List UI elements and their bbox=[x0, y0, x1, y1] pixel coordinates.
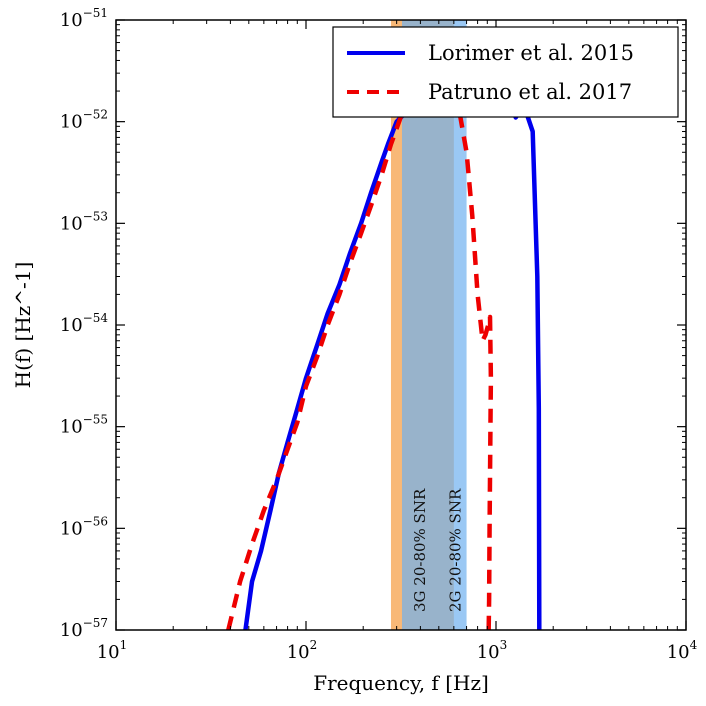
x-tick-label: 103 bbox=[477, 638, 508, 663]
legend-label-lorimer: Lorimer et al. 2015 bbox=[428, 41, 634, 65]
legend: Lorimer et al. 2015 Patruno et al. 2017 bbox=[332, 26, 679, 118]
band-label-2g: 2G 20-80% SNR bbox=[447, 488, 465, 612]
y-tick-label: 10−53 bbox=[60, 209, 108, 234]
band-label-3g: 3G 20-80% SNR bbox=[411, 488, 429, 612]
x-tick-label: 104 bbox=[667, 638, 698, 663]
legend-box bbox=[332, 26, 679, 118]
y-tick-label: 10−52 bbox=[60, 108, 108, 133]
x-axis-title: Frequency, f [Hz] bbox=[313, 671, 489, 695]
y-axis-title: H(f) [Hz^-1] bbox=[11, 262, 35, 389]
y-tick-label: 10−57 bbox=[60, 616, 108, 641]
x-tick-label: 101 bbox=[97, 638, 128, 663]
band-2g bbox=[401, 20, 467, 630]
x-tick-label: 102 bbox=[287, 638, 318, 663]
series-line-patruno bbox=[226, 61, 494, 630]
y-tick-label: 10−51 bbox=[60, 6, 108, 31]
y-tick-label: 10−55 bbox=[60, 413, 108, 438]
y-tick-label: 10−54 bbox=[60, 311, 109, 336]
y-tick-label: 10−56 bbox=[60, 514, 108, 539]
legend-label-patruno: Patruno et al. 2017 bbox=[428, 80, 632, 104]
